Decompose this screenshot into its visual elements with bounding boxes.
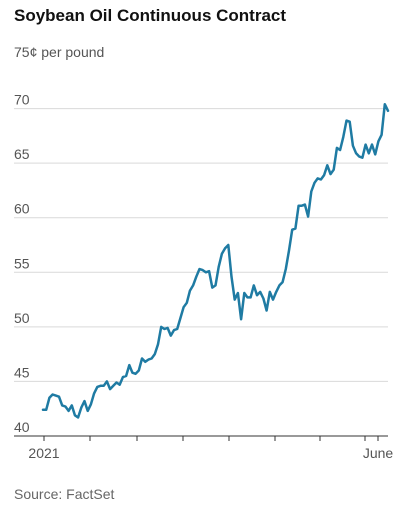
y-tick-label: 40 — [14, 419, 30, 435]
x-axis: 2021 June — [14, 435, 394, 461]
source-note: Source: FactSet — [14, 486, 115, 502]
x-tick-label: 2021 — [28, 445, 59, 461]
y-tick-label: 45 — [14, 364, 30, 380]
gridlines — [14, 108, 388, 382]
line-chart: 40 45 50 55 60 65 70 75¢ per pound 2021 June — [14, 44, 394, 461]
y-tick-labels: 40 45 50 55 60 65 70 — [14, 92, 30, 435]
series-line — [41, 102, 390, 419]
y-tick-label: 55 — [14, 255, 30, 271]
y-tick-label: 70 — [14, 92, 30, 108]
y-tick-label: 50 — [14, 310, 30, 326]
chart-title: Soybean Oil Continuous Contract — [14, 6, 287, 25]
y-tick-label: 65 — [14, 146, 30, 162]
unit-label: 75¢ per pound — [14, 44, 104, 60]
x-tick-label: June — [363, 445, 394, 461]
y-tick-label: 60 — [14, 201, 30, 217]
